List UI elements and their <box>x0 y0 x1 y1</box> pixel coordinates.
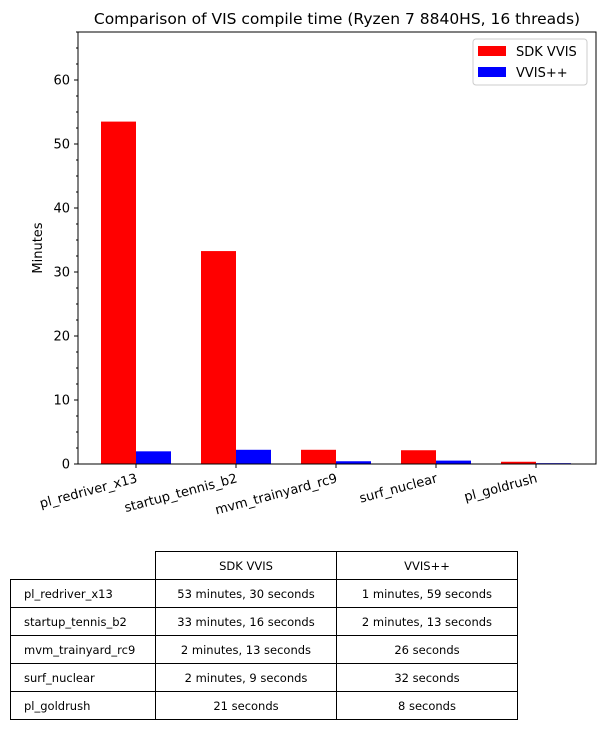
legend-label: VVIS++ <box>516 66 568 81</box>
row-label: surf_nuclear <box>10 663 156 692</box>
bar-sdk-vvis <box>201 251 236 464</box>
bar-chart: Comparison of VIS compile time (Ryzen 7 … <box>31 10 597 518</box>
y-tick-label: 20 <box>53 330 70 345</box>
y-tick-label: 10 <box>53 394 70 409</box>
bar-vvis- <box>136 451 171 464</box>
table-cell: 21 seconds <box>155 691 337 720</box>
row-label: pl_redriver_x13 <box>10 579 156 608</box>
chart-title: Comparison of VIS compile time (Ryzen 7 … <box>94 10 580 28</box>
table-header: VVIS++ <box>336 551 518 580</box>
bar-sdk-vvis <box>501 461 536 464</box>
y-axis-label: Minutes <box>31 222 46 273</box>
row-label: mvm_trainyard_rc9 <box>10 635 156 664</box>
table-row: mvm_trainyard_rc9 2 minutes, 13 seconds 26… <box>10 635 518 664</box>
legend-swatch <box>478 46 506 56</box>
row-label: startup_tennis_b2 <box>10 607 156 636</box>
y-tick-label: 40 <box>53 202 70 217</box>
table-cell: 32 seconds <box>336 663 518 692</box>
plot-frame <box>77 31 597 465</box>
table-cell: 53 minutes, 30 seconds <box>155 579 337 608</box>
y-tick-label: 30 <box>53 266 70 281</box>
bar-vvis- <box>236 449 271 464</box>
table-cell: 2 minutes, 13 seconds <box>155 635 337 664</box>
table-cell: 1 minutes, 59 seconds <box>336 579 518 608</box>
table-header: SDK VVIS <box>155 551 337 580</box>
table-row: pl_redriver_x13 53 minutes, 30 seconds 1 m… <box>10 579 518 608</box>
table-cell: 2 minutes, 13 seconds <box>336 607 518 636</box>
table-cell: 8 seconds <box>336 691 518 720</box>
bar-vvis- <box>436 460 471 464</box>
bar-sdk-vvis <box>101 121 136 464</box>
table-row: startup_tennis_b2 33 minutes, 16 seconds 2… <box>10 607 518 636</box>
table-row: pl_goldrush 21 seconds 8 seconds <box>10 691 518 720</box>
data-table: SDK VVIS VVIS++ pl_redriver_x13 53 minute… <box>10 551 518 720</box>
table-cell: 2 minutes, 9 seconds <box>155 663 337 692</box>
legend-label: SDK VVIS <box>516 45 577 60</box>
y-tick-label: 50 <box>53 138 70 153</box>
bar-sdk-vvis <box>401 450 436 464</box>
bar-vvis- <box>336 461 371 464</box>
table-cell: 26 seconds <box>336 635 518 664</box>
y-tick-label: 0 <box>62 458 70 473</box>
x-tick-label: surf_nuclear <box>358 471 440 506</box>
legend-swatch <box>478 67 506 77</box>
bar-sdk-vvis <box>301 449 336 464</box>
table-cell: 33 minutes, 16 seconds <box>155 607 337 636</box>
table-header-row: SDK VVIS VVIS++ <box>11 551 518 580</box>
table-row: surf_nuclear 2 minutes, 9 seconds 32 secon… <box>10 663 518 692</box>
row-label: pl_goldrush <box>10 691 156 720</box>
x-tick-label: pl_goldrush <box>463 471 539 505</box>
y-tick-label: 60 <box>53 74 70 89</box>
